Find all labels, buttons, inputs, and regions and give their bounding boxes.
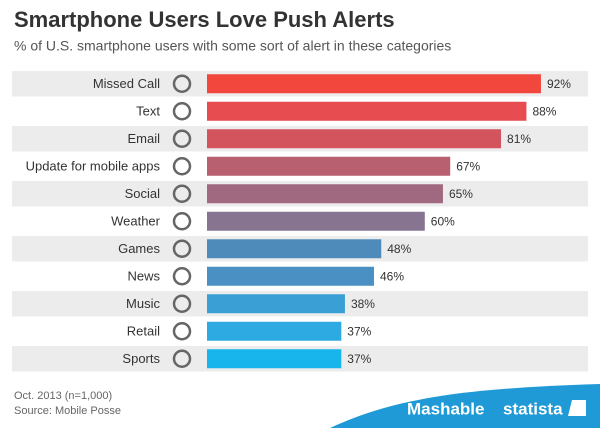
category-icon: [172, 102, 192, 121]
category-label: News: [127, 269, 160, 284]
category-icon: [172, 212, 192, 231]
bar: [207, 156, 451, 176]
value-label: 46%: [380, 269, 404, 283]
category-icon: [172, 349, 192, 368]
chart-title: Smartphone Users Love Push Alerts: [14, 7, 395, 32]
chart-subtitle: % of U.S. smartphone users with some sor…: [14, 38, 451, 54]
value-label: 92%: [547, 77, 571, 91]
value-label: 37%: [347, 324, 371, 338]
category-icon: [172, 129, 192, 148]
value-label: 81%: [507, 132, 531, 146]
value-label: 88%: [532, 104, 556, 118]
category-label: Text: [136, 104, 160, 119]
category-icon: [172, 157, 192, 176]
bar: [207, 321, 342, 341]
value-label: 60%: [431, 214, 455, 228]
value-label: 48%: [387, 242, 411, 256]
value-label: 37%: [347, 352, 371, 366]
category-icon: [172, 322, 192, 341]
category-label: Social: [125, 186, 161, 201]
category-label: Music: [126, 296, 160, 311]
bar: [207, 349, 342, 369]
bar: [207, 101, 527, 121]
bar: [207, 74, 541, 94]
source: Source: Mobile Posse: [14, 405, 121, 417]
bar: [207, 129, 502, 149]
category-label: Games: [118, 241, 160, 256]
bar: [207, 239, 382, 259]
brand-mashable: Mashable: [407, 399, 484, 418]
category-label: Weather: [111, 214, 161, 229]
bar: [207, 211, 425, 231]
note: Oct. 2013 (n=1,000): [14, 390, 112, 402]
category-label: Sports: [122, 351, 160, 366]
value-label: 38%: [351, 297, 375, 311]
bar: [207, 266, 374, 286]
bar: [207, 184, 443, 204]
brand-statista: statista: [503, 399, 563, 418]
category-label: Update for mobile apps: [26, 159, 161, 174]
category-icon: [172, 184, 192, 203]
brand-swoosh: [330, 384, 600, 428]
category-icon: [172, 239, 192, 258]
value-label: 65%: [449, 187, 473, 201]
category-label: Retail: [127, 324, 160, 339]
value-label: 67%: [456, 159, 480, 173]
bar: [207, 294, 345, 314]
category-icon: [172, 74, 192, 93]
category-icon: [172, 267, 192, 286]
category-label: Missed Call: [93, 76, 160, 91]
brand-icon: [568, 400, 586, 416]
category-icon: [172, 294, 192, 313]
rows: Missed Call 92% Text 88% Email 81% Update for …: [12, 71, 588, 372]
category-label: Email: [127, 131, 160, 146]
